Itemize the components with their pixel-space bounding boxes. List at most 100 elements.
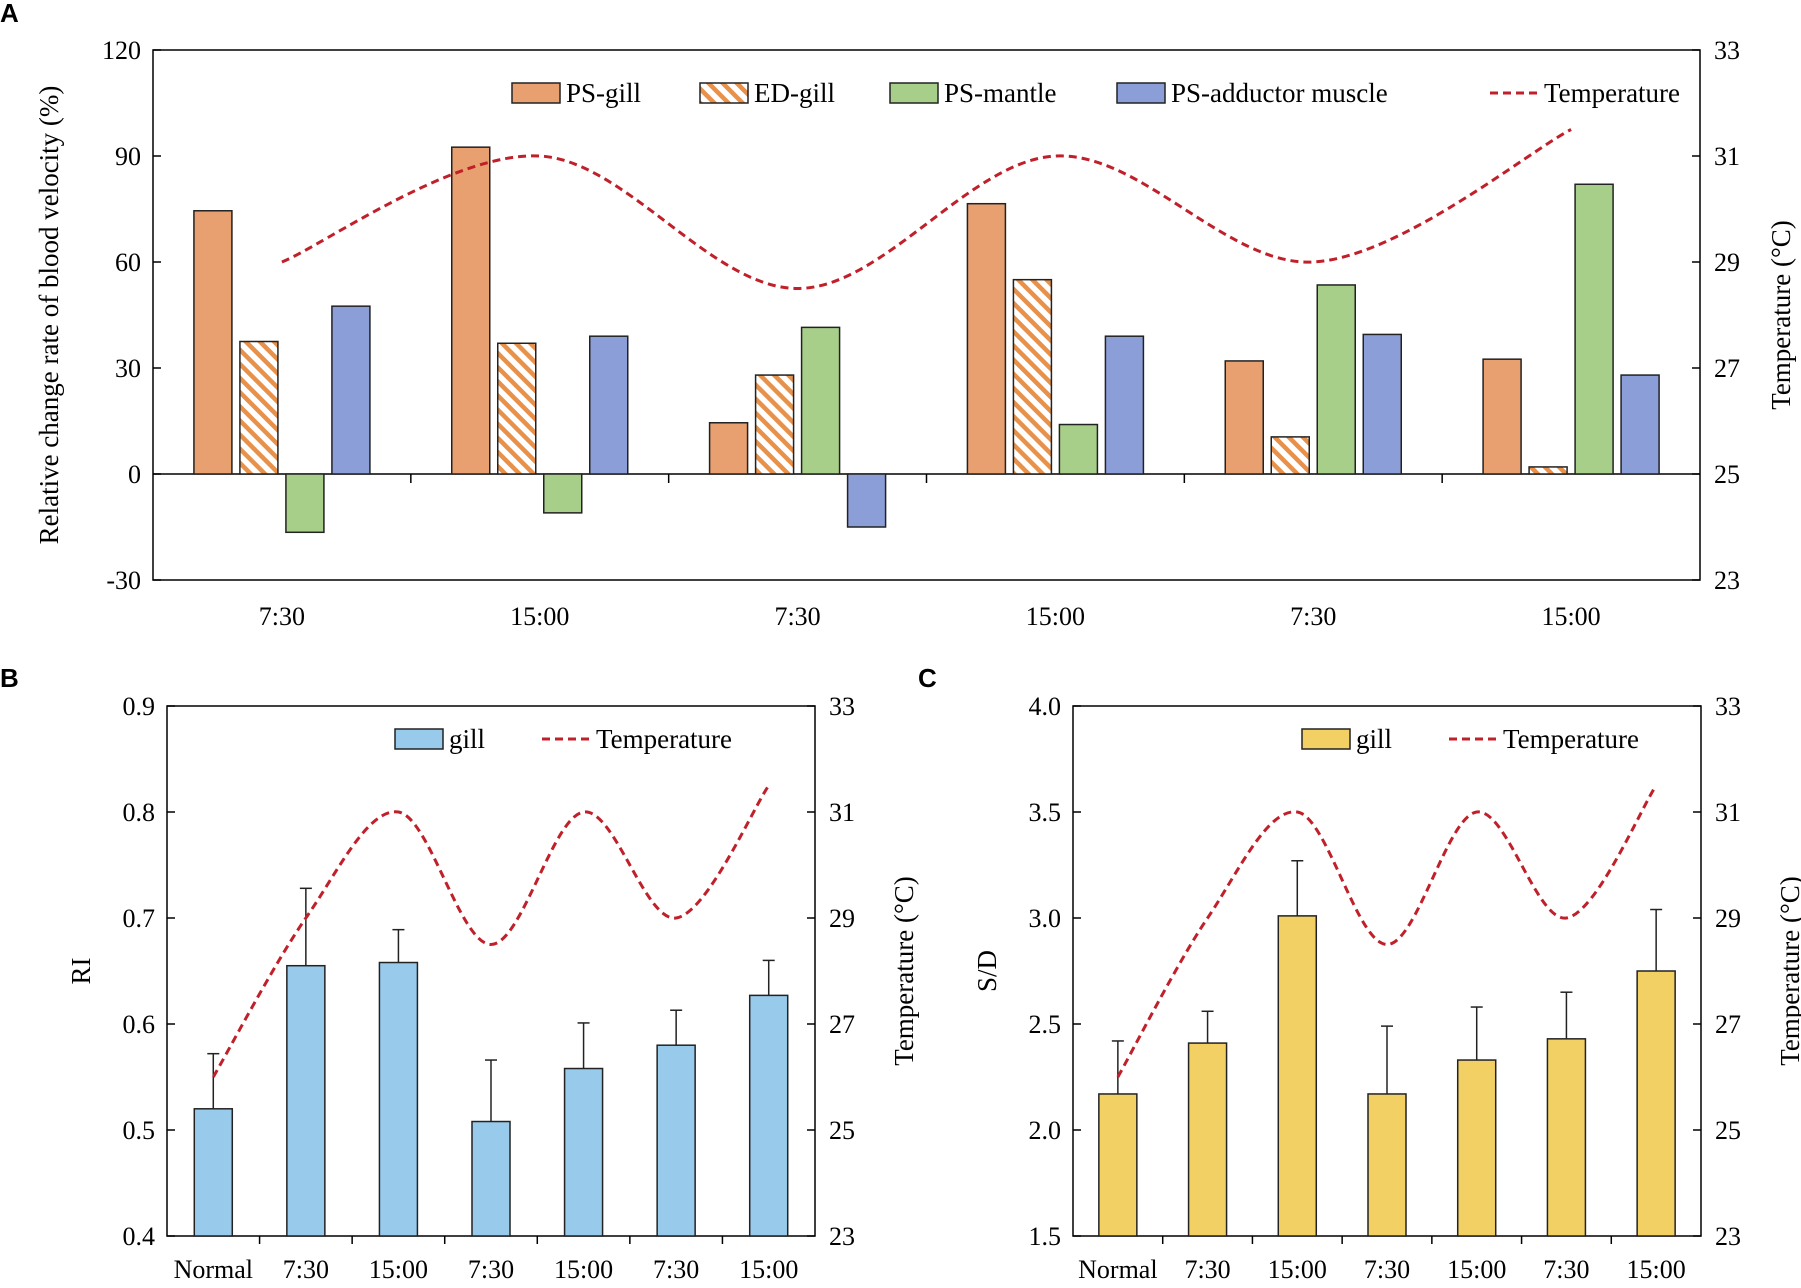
y-tick-label: 0.4 <box>123 1222 156 1251</box>
panel-b: B 0.4 0.5 0.6 0.7 0.8 0.9 23 25 27 29 31 33 Normal 7:3… <box>0 663 919 1284</box>
y-tick-label: 0.9 <box>123 692 156 721</box>
x-tick-label: 7:30 <box>283 1255 329 1284</box>
bar-ed-gill <box>1270 436 1310 475</box>
legend-swatch <box>394 728 444 750</box>
panel-c: C 1.5 2.0 2.5 3.0 3.5 4.0 23 25 27 29 31 33 Normal 7:3… <box>918 663 1801 1284</box>
x-tick-label: Normal <box>1078 1255 1157 1284</box>
x-tick-label: 15:00 <box>1541 602 1600 631</box>
x-tick-label: 15:00 <box>739 1255 798 1284</box>
y2-tick-label: 23 <box>1715 1222 1741 1251</box>
bar-gill <box>563 1067 604 1237</box>
x-tick-label: 7:30 <box>468 1255 514 1284</box>
y2-tick-label: 33 <box>1715 692 1741 721</box>
bar-ps-adductor-muscle <box>589 335 629 475</box>
y2-tick-label: 29 <box>1714 248 1740 277</box>
legend-label: PS-gill <box>566 78 641 108</box>
x-tick-label: 7:30 <box>1184 1255 1230 1284</box>
bar-ps-adductor-muscle <box>1362 333 1402 475</box>
y2-tick-label: 25 <box>1715 1116 1741 1145</box>
y-tick-label: 2.5 <box>1029 1010 1062 1039</box>
bar-ps-gill <box>193 210 233 475</box>
legend-swatch <box>1116 82 1166 104</box>
bar-ps-gill <box>708 422 749 475</box>
y2-tick-label: 29 <box>1715 904 1741 933</box>
panel-a: A -30 0 30 60 90 120 23 25 27 29 31 33 7:30 15:00 7:30 1… <box>0 0 1796 631</box>
y2-axis-title: Temperature (°C) <box>1775 876 1801 1066</box>
y-tick-label: 3.5 <box>1029 798 1062 827</box>
y-tick-label: 0.7 <box>123 904 156 933</box>
y2-tick-label: 33 <box>1714 36 1740 65</box>
x-tick-label: 15:00 <box>1627 1255 1686 1284</box>
x-tick-label: 7:30 <box>1543 1255 1589 1284</box>
y-tick-label: 30 <box>115 354 141 383</box>
x-tick-label: 7:30 <box>1364 1255 1410 1284</box>
temperature-line <box>1116 784 1658 1078</box>
x-tick-label: 15:00 <box>554 1255 613 1284</box>
bar-ps-gill <box>1224 360 1264 475</box>
bar-ps-mantle <box>1574 183 1614 475</box>
panel-label-a: A <box>0 0 19 28</box>
bar-gill <box>1456 1059 1497 1237</box>
bar-gill <box>1277 915 1318 1237</box>
bar-gill <box>471 1120 511 1237</box>
y2-tick-label: 23 <box>1714 566 1740 595</box>
bar-ed-gill <box>1528 466 1568 475</box>
y-axis-title: S/D <box>972 950 1002 992</box>
bar-gill <box>1367 1093 1407 1237</box>
bar-gill <box>1636 970 1676 1237</box>
x-tick-label: 15:00 <box>1268 1255 1327 1284</box>
y-tick-label: 0 <box>128 460 141 489</box>
x-tick-label: 15:00 <box>1026 602 1085 631</box>
bar-ed-gill <box>239 340 279 475</box>
bar-ps-gill <box>1482 358 1522 475</box>
y2-axis-title: Temperature (°C) <box>889 876 919 1066</box>
bar-ps-adductor-muscle <box>1104 335 1145 475</box>
y-tick-label: 1.5 <box>1029 1222 1062 1251</box>
y-axis-title: Relative change rate of blood velocity (… <box>34 86 64 545</box>
y-tick-label: 2.0 <box>1029 1116 1062 1145</box>
bar-ps-adductor-muscle <box>846 473 887 528</box>
x-tick-label: 15:00 <box>369 1255 428 1284</box>
panel-label-b: B <box>0 663 19 693</box>
y2-tick-label: 31 <box>1715 798 1741 827</box>
x-tick-label: 15:00 <box>1447 1255 1506 1284</box>
legend-label: Temperature <box>1544 78 1680 108</box>
y-tick-label: 3.0 <box>1029 904 1062 933</box>
y2-tick-label: 25 <box>829 1116 855 1145</box>
legend-label: Temperature <box>596 724 732 754</box>
bar-ed-gill <box>1012 278 1053 475</box>
legend-label: ED-gill <box>754 78 835 108</box>
y-tick-label: 0.6 <box>123 1010 156 1039</box>
bar-gill <box>1546 1038 1587 1237</box>
y2-tick-label: 31 <box>829 798 855 827</box>
legend-label: PS-adductor muscle <box>1171 78 1388 108</box>
bar-gill <box>1098 1093 1138 1237</box>
y-tick-label: -30 <box>106 566 141 595</box>
temperature-line <box>211 784 770 1078</box>
y2-tick-label: 25 <box>1714 460 1740 489</box>
y-tick-label: 0.5 <box>123 1116 156 1145</box>
x-tick-label: Normal <box>174 1255 253 1284</box>
x-tick-label: 7:30 <box>774 602 820 631</box>
temperature-line <box>281 128 1572 291</box>
y2-tick-label: 31 <box>1714 142 1740 171</box>
y-tick-label: 0.8 <box>123 798 156 827</box>
x-tick-label: 7:30 <box>259 602 305 631</box>
panel-label-c: C <box>918 663 937 693</box>
bar-ps-mantle <box>543 473 583 514</box>
bar-gill <box>286 964 326 1237</box>
bar-ps-mantle <box>800 326 841 475</box>
x-tick-label: 7:30 <box>1290 602 1336 631</box>
plot-frame <box>152 49 1701 581</box>
legend-label: gill <box>449 724 485 754</box>
x-tick-label: 7:30 <box>653 1255 699 1284</box>
bar-ed-gill <box>497 342 537 475</box>
y2-tick-label: 23 <box>829 1222 855 1251</box>
bar-gill <box>748 994 789 1237</box>
y2-tick-label: 27 <box>829 1010 855 1039</box>
y2-tick-label: 27 <box>1715 1010 1741 1039</box>
legend-swatch <box>511 82 561 104</box>
legend-swatch <box>889 82 939 104</box>
legend-swatch <box>699 82 749 104</box>
